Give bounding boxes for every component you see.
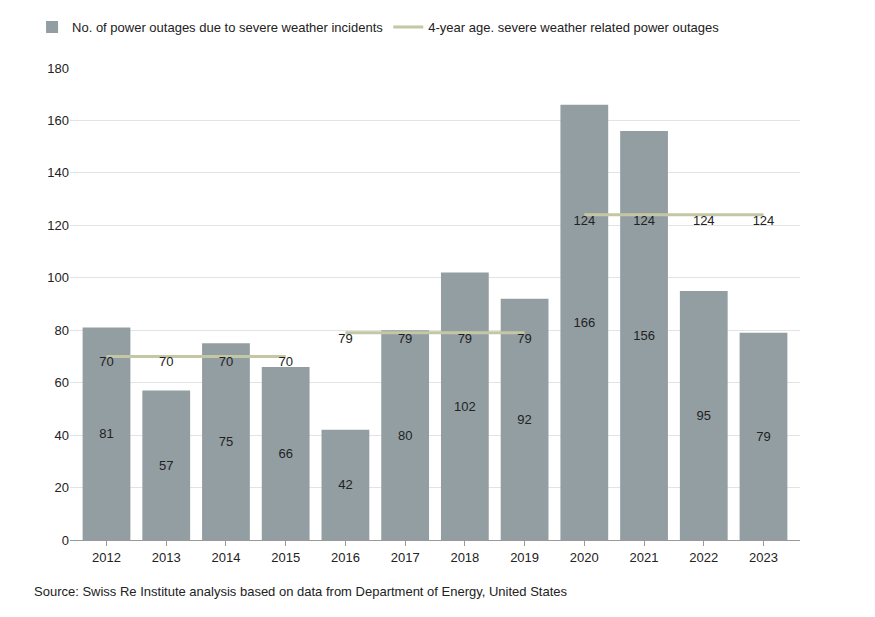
svg-text:2013: 2013 xyxy=(152,550,181,565)
svg-text:79: 79 xyxy=(517,331,531,346)
svg-text:140: 140 xyxy=(47,165,69,180)
svg-text:160: 160 xyxy=(47,113,69,128)
svg-text:95: 95 xyxy=(697,408,711,423)
svg-text:2012: 2012 xyxy=(92,550,121,565)
svg-text:2022: 2022 xyxy=(689,550,718,565)
svg-text:79: 79 xyxy=(756,429,770,444)
svg-text:79: 79 xyxy=(458,331,472,346)
svg-text:120: 120 xyxy=(47,218,69,233)
svg-text:66: 66 xyxy=(278,446,292,461)
svg-text:2019: 2019 xyxy=(510,550,539,565)
svg-text:2023: 2023 xyxy=(749,550,778,565)
svg-text:124: 124 xyxy=(753,213,775,228)
svg-text:166: 166 xyxy=(573,315,595,330)
svg-text:80: 80 xyxy=(55,323,69,338)
svg-text:2017: 2017 xyxy=(391,550,420,565)
svg-text:79: 79 xyxy=(398,331,412,346)
svg-text:124: 124 xyxy=(633,213,655,228)
svg-text:4-year age. severe weather rel: 4-year age. severe weather related power… xyxy=(428,20,719,35)
svg-text:0: 0 xyxy=(62,533,69,548)
svg-text:70: 70 xyxy=(278,354,292,369)
svg-text:57: 57 xyxy=(159,458,173,473)
svg-text:2020: 2020 xyxy=(570,550,599,565)
svg-text:2016: 2016 xyxy=(331,550,360,565)
svg-text:102: 102 xyxy=(454,399,476,414)
svg-text:40: 40 xyxy=(55,428,69,443)
svg-text:20: 20 xyxy=(55,480,69,495)
svg-text:124: 124 xyxy=(573,213,595,228)
svg-text:2014: 2014 xyxy=(211,550,240,565)
svg-text:80: 80 xyxy=(398,428,412,443)
svg-text:156: 156 xyxy=(633,328,655,343)
svg-text:No. of power outages due to se: No. of power outages due to severe weath… xyxy=(72,20,383,35)
svg-text:2018: 2018 xyxy=(450,550,479,565)
svg-text:42: 42 xyxy=(338,477,352,492)
svg-text:92: 92 xyxy=(517,412,531,427)
svg-text:2015: 2015 xyxy=(271,550,300,565)
svg-text:81: 81 xyxy=(99,426,113,441)
svg-text:180: 180 xyxy=(47,61,69,76)
svg-text:2021: 2021 xyxy=(630,550,659,565)
svg-text:75: 75 xyxy=(219,434,233,449)
svg-text:70: 70 xyxy=(159,354,173,369)
svg-text:70: 70 xyxy=(99,354,113,369)
svg-text:79: 79 xyxy=(338,331,352,346)
svg-text:60: 60 xyxy=(55,375,69,390)
svg-text:124: 124 xyxy=(693,213,715,228)
svg-text:70: 70 xyxy=(219,354,233,369)
svg-text:100: 100 xyxy=(47,270,69,285)
svg-text:Source: Swiss Re Institute ana: Source: Swiss Re Institute analysis base… xyxy=(34,584,568,599)
